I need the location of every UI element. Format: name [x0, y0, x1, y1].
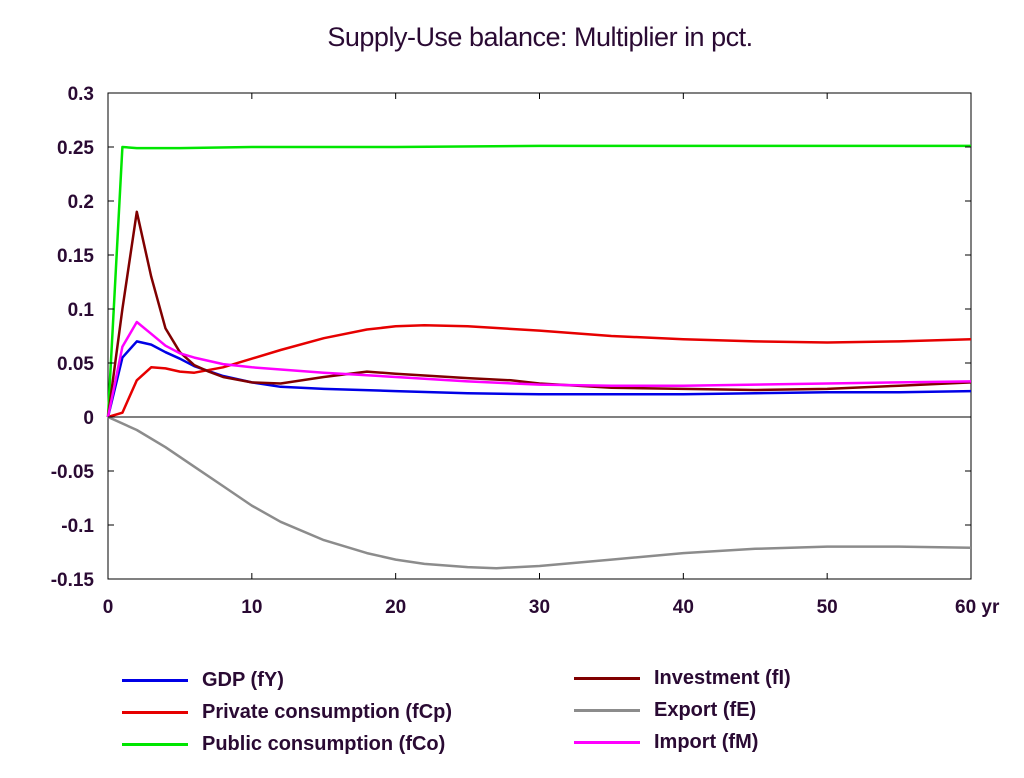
legend-swatch — [574, 740, 640, 744]
legend-swatch — [574, 676, 640, 680]
y-tick-label: 0 — [83, 408, 94, 429]
ticks-layer: 0.3 0.25 0.2 0.15 0.1 0.05 0 -0.05 -0.1 -0.15 0 10 2… — [51, 84, 1000, 618]
legend-label: Private consumption (fCp) — [202, 700, 453, 723]
x-tick-label: 0 — [103, 597, 114, 618]
legend-swatch — [122, 710, 188, 714]
legend-label: Public consumption (fCo) — [202, 732, 446, 755]
y-tick-label: -0.15 — [51, 570, 95, 591]
x-tick-label: 20 — [385, 597, 406, 618]
legend-swatch — [122, 742, 188, 746]
legend-label: Investment (fI) — [654, 666, 791, 689]
y-tick-label: 0.05 — [57, 354, 94, 375]
legend-item-private-consumption: Private consumption (fCp) — [122, 696, 452, 728]
series-line-2 — [106, 144, 971, 418]
y-tick-label: 0.3 — [68, 84, 94, 105]
y-tick-label: 0.1 — [68, 300, 95, 321]
y-tick-label: -0.1 — [61, 516, 94, 537]
legend-item-investment: Investment (fI) — [574, 662, 791, 694]
y-tick-label: 0.25 — [57, 138, 94, 159]
x-tick-label: 60 yr — [955, 597, 1000, 618]
legend-item-export: Export (fE) — [574, 694, 756, 726]
legend-item-gdp: GDP (fY) — [122, 664, 284, 696]
series-line-3 — [106, 210, 972, 418]
legend-item-import: Import (fM) — [574, 726, 758, 758]
line-chart: 0.3 0.25 0.2 0.15 0.1 0.05 0 -0.05 -0.1 -0.15 0 10 2… — [51, 84, 1000, 618]
x-tick-label: 10 — [241, 597, 262, 618]
legend-label: GDP (fY) — [202, 668, 284, 691]
y-tick-label: 0.15 — [57, 246, 94, 267]
series-line-0 — [106, 340, 972, 418]
series-line-4 — [107, 415, 972, 570]
legend-label: Export (fE) — [654, 698, 757, 721]
series-layer — [106, 144, 972, 570]
legend-swatch — [574, 708, 640, 712]
series-line-1 — [107, 323, 972, 419]
axes-layer — [107, 92, 972, 580]
x-tick-label: 50 — [817, 597, 838, 618]
plot-frame — [107, 92, 972, 580]
legend-label: Import (fM) — [654, 730, 759, 753]
legend-item-public-consumption: Public consumption (fCo) — [122, 728, 445, 760]
legend: GDP (fY) Private consumption (fCp) Publi… — [0, 660, 1024, 770]
y-tick-label: 0.2 — [68, 192, 94, 213]
x-tick-label: 30 — [529, 597, 550, 618]
x-tick-label: 40 — [673, 597, 694, 618]
chart-title: Supply-Use balance: Multiplier in pct. — [327, 22, 753, 52]
y-tick-label: -0.05 — [51, 462, 95, 483]
legend-swatch — [122, 678, 188, 682]
series-line-5 — [106, 320, 972, 418]
